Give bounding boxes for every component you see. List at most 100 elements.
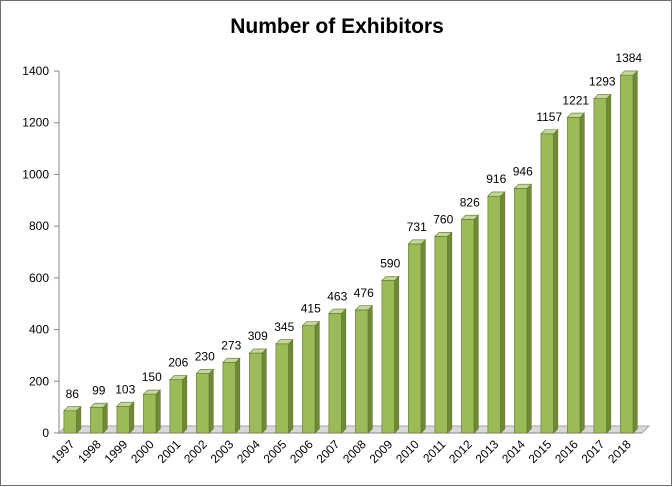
- bar-top: [619, 70, 639, 76]
- data-label: 1384: [615, 51, 642, 65]
- bar-front: [222, 362, 236, 434]
- bar: [460, 214, 480, 434]
- bar-front: [487, 195, 501, 434]
- data-label: 206: [168, 356, 188, 370]
- bar-side: [500, 191, 506, 434]
- bar-top: [301, 321, 321, 326]
- bar: [169, 374, 188, 434]
- x-tick-label: 1997: [49, 437, 78, 466]
- bar-top: [63, 406, 82, 412]
- y-tick-label: 800: [29, 219, 49, 233]
- x-tick-label: 2000: [128, 437, 157, 466]
- bar-side: [129, 401, 135, 434]
- x-tick-label: 2001: [155, 437, 184, 466]
- data-labels-group: 86 99 103 150 206 230 273 309 345 415 463 476 590 731…: [66, 51, 643, 401]
- bar-front: [461, 219, 475, 434]
- bar-side: [394, 275, 400, 434]
- bar: [381, 275, 400, 434]
- bar-front: [514, 188, 528, 434]
- x-tick-label: 2007: [314, 437, 343, 466]
- bar-front: [169, 379, 183, 434]
- data-label: 103: [115, 382, 135, 396]
- data-label: 415: [301, 302, 321, 316]
- bar-top: [142, 389, 162, 395]
- bar-front: [275, 343, 289, 434]
- bar: [593, 93, 612, 434]
- bar: [540, 128, 559, 434]
- bar-side: [632, 70, 638, 434]
- bar-side: [102, 402, 108, 434]
- y-tick-labels-group: 0 200 400 600 800 1000 1200 1400: [22, 64, 49, 440]
- y-tick-label: 600: [29, 271, 49, 285]
- bar-top: [407, 239, 427, 245]
- bar-top: [434, 231, 453, 237]
- bar-side: [447, 231, 453, 434]
- bar-front: [408, 243, 422, 434]
- data-label: 916: [486, 172, 506, 186]
- bar: [116, 401, 135, 434]
- x-tick-label: 2010: [393, 437, 422, 466]
- x-tick-label: 2013: [473, 437, 502, 466]
- data-label: 463: [327, 289, 347, 303]
- bar: [222, 357, 241, 434]
- bar-top: [381, 275, 400, 281]
- x-tick-label: 2011: [420, 437, 448, 465]
- y-tick-label: 1200: [22, 116, 49, 130]
- bar-side: [367, 304, 373, 434]
- bar-front: [143, 393, 157, 434]
- bar-front: [302, 325, 316, 434]
- y-tick-label: 1000: [22, 167, 49, 181]
- bar-top: [275, 339, 294, 345]
- y-tick-label: 0: [42, 426, 49, 440]
- bar: [89, 402, 109, 434]
- bar-front: [196, 373, 210, 434]
- data-label: 1221: [562, 93, 589, 107]
- bar-side: [473, 214, 479, 434]
- x-tick-label: 2014: [499, 437, 528, 466]
- data-label: 826: [460, 195, 480, 209]
- x-tick-label: 1998: [75, 437, 104, 466]
- bar-top: [169, 375, 188, 381]
- data-label: 99: [92, 383, 106, 397]
- x-tick-label: 2009: [367, 437, 396, 466]
- bar-top: [540, 129, 559, 135]
- y-tick-label: 1400: [22, 64, 49, 78]
- bar-top: [593, 94, 612, 99]
- bar-side: [288, 338, 294, 434]
- bar: [619, 70, 639, 434]
- bar-top: [513, 183, 533, 189]
- x-tick-label: 2002: [181, 437, 210, 466]
- bars-group: [63, 70, 639, 434]
- bar-front: [540, 133, 554, 434]
- bar-top: [328, 308, 347, 314]
- bar: [354, 304, 374, 434]
- bar-top: [460, 214, 480, 220]
- data-label: 345: [274, 320, 294, 334]
- bar-side: [420, 239, 426, 434]
- x-tick-label: 1999: [102, 437, 131, 466]
- bar-front: [434, 236, 448, 434]
- bar-side: [579, 112, 585, 434]
- data-label: 273: [221, 338, 241, 352]
- x-tick-label: 2005: [261, 437, 290, 466]
- bar-side: [526, 183, 532, 434]
- bar-top: [89, 402, 109, 408]
- bar-front: [381, 280, 395, 434]
- bar-front: [90, 407, 104, 434]
- bar-top: [222, 357, 241, 363]
- x-tick-label: 2004: [234, 437, 263, 466]
- chart-title: Number of Exhibitors: [230, 15, 444, 38]
- bar-front: [249, 352, 263, 434]
- bar-side: [553, 128, 559, 434]
- bar-top: [116, 401, 135, 407]
- bar-side: [208, 368, 214, 434]
- y-tick-label: 200: [29, 374, 49, 388]
- x-tick-label: 2008: [340, 437, 369, 466]
- bar: [566, 112, 586, 434]
- bar: [63, 405, 82, 434]
- bar: [487, 191, 506, 434]
- data-label: 1157: [536, 110, 562, 124]
- bar-side: [341, 308, 347, 434]
- bar-side: [235, 357, 241, 434]
